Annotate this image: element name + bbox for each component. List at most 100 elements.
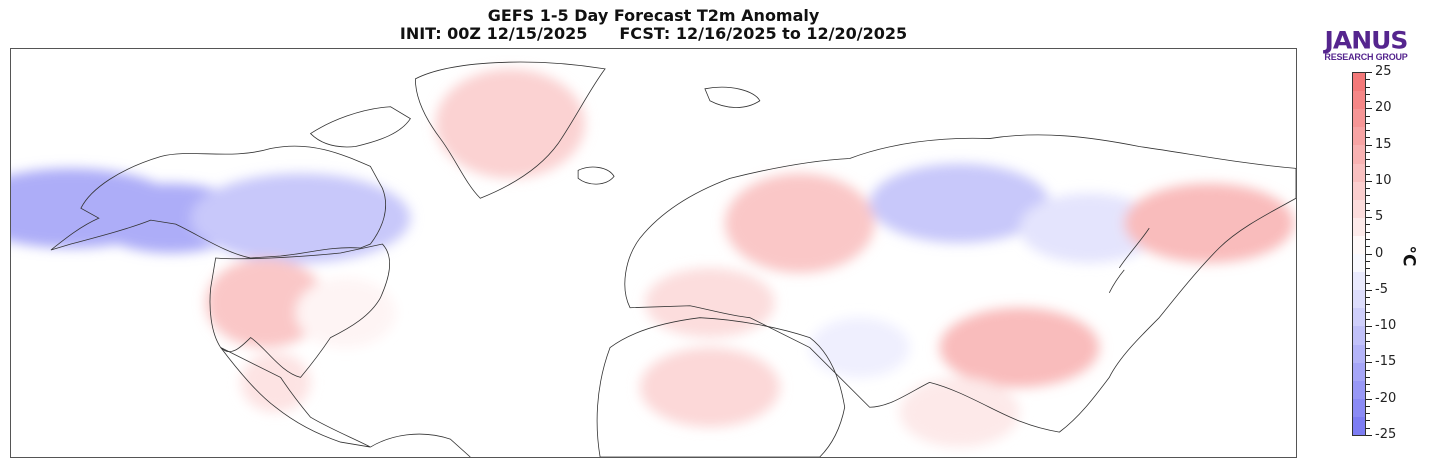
colorbar-minor-tick: [1366, 369, 1370, 371]
janus-logo: JANUS RESEARCH GROUP: [1316, 29, 1416, 62]
colorbar-major-tick: [1366, 144, 1372, 146]
coastline-south-america: [370, 433, 471, 457]
coastline-africa: [596, 317, 846, 457]
colorbar-minor-tick: [1366, 376, 1370, 378]
colorbar-major-tick: [1366, 362, 1372, 364]
colorbar-minor-tick: [1366, 413, 1370, 415]
colorbar-segment: [1353, 416, 1365, 436]
colorbar-major-tick: [1366, 253, 1372, 255]
colorbar-unit-label: °C: [1398, 245, 1419, 267]
init-time: INIT: 00Z 12/15/2025: [399, 24, 588, 43]
colorbar-minor-tick: [1366, 159, 1370, 161]
colorbar-minor-tick: [1366, 79, 1370, 81]
colorbar-minor-tick: [1366, 355, 1370, 357]
anomaly-region-europe: [645, 267, 775, 338]
coastline-arctic-islands: [309, 106, 411, 148]
anomaly-region-eastern-siberia: [1124, 183, 1295, 263]
colorbar-minor-tick: [1366, 405, 1370, 407]
colorbar-minor-tick: [1366, 420, 1370, 422]
colorbar-tick-label: -5: [1375, 281, 1388, 297]
colorbar-minor-tick: [1366, 151, 1370, 153]
chart-subtitle: INIT: 00Z 12/15/2025 FCST: 12/16/2025 to …: [0, 25, 1307, 43]
colorbar-minor-tick: [1366, 391, 1370, 393]
anomaly-region-scandinavia-western-russia: [724, 173, 875, 273]
colorbar-tick-label: 0: [1375, 245, 1384, 261]
colorbar-minor-tick: [1366, 122, 1370, 124]
colorbar-segment: [1353, 398, 1365, 418]
logo-wordmark: JANUS: [1324, 26, 1409, 55]
colorbar-segment: [1353, 380, 1365, 400]
colorbar-tick-label: -15: [1375, 354, 1397, 370]
coastline-conus: [209, 243, 390, 378]
colorbar-minor-tick: [1366, 93, 1370, 95]
colorbar-minor-tick: [1366, 195, 1370, 197]
coastline-svalbard: [704, 86, 761, 108]
colorbar-tick-label: 5: [1375, 209, 1384, 225]
anomaly-region-western-siberia: [869, 163, 1050, 244]
colorbar-minor-tick: [1366, 137, 1370, 139]
colorbar-minor-tick: [1366, 188, 1370, 190]
coastline-north-america: [50, 145, 387, 259]
colorbar-segment: [1353, 127, 1365, 146]
colorbar-minor-tick: [1366, 318, 1370, 320]
coastline-japan: [1108, 227, 1150, 293]
colorbar-segment: [1353, 308, 1365, 327]
colorbar-minor-tick: [1366, 427, 1370, 429]
colorbar-segment: [1353, 326, 1365, 345]
coastline-mexico-central-america: [220, 347, 371, 448]
colorbar-minor-tick: [1366, 209, 1370, 211]
colorbar-segment: [1353, 199, 1365, 219]
anomaly-region-western-us: [205, 257, 326, 348]
logo-subtitle: RESEARCH GROUP: [1324, 52, 1408, 62]
forecast-period: FCST: 12/16/2025 to 12/20/2025: [619, 24, 908, 43]
colorbar-minor-tick: [1366, 231, 1370, 233]
colorbar-major-tick: [1366, 289, 1372, 291]
anomaly-region-central-canada: [190, 173, 411, 263]
colorbar-minor-tick: [1366, 101, 1370, 103]
map-canvas: [11, 61, 1296, 457]
colorbar-minor-tick: [1366, 340, 1370, 342]
colorbar-segment: [1353, 344, 1365, 364]
colorbar-segment: [1353, 91, 1365, 110]
colorbar-major-tick: [1366, 217, 1372, 219]
colorbar-minor-tick: [1366, 115, 1370, 117]
colorbar-minor-tick: [1366, 333, 1370, 335]
anomaly-region-greenland: [435, 68, 586, 179]
colorbar-minor-tick: [1366, 238, 1370, 240]
coastline-iceland: [577, 166, 615, 185]
colorbar-minor-tick: [1366, 86, 1370, 88]
colorbar-segment: [1353, 217, 1365, 237]
colorbar-minor-tick: [1366, 311, 1370, 313]
colorbar-major-tick: [1366, 108, 1372, 110]
colorbar-major-tick: [1366, 326, 1372, 328]
colorbar-minor-tick: [1366, 275, 1370, 277]
colorbar-major-tick: [1366, 435, 1372, 436]
chart-title: GEFS 1-5 Day Forecast T2m Anomaly: [487, 6, 820, 25]
colorbar-tick-label: 20: [1375, 100, 1392, 116]
colorbar-segment: [1353, 272, 1365, 291]
colorbar-tick-label: -25: [1375, 427, 1397, 442]
colorbar-major-tick: [1366, 72, 1372, 73]
colorbar-ticks: 25 20 15 10 5 0 -5 -10 -15 -20 -25: [1366, 65, 1406, 441]
colorbar: [1352, 72, 1366, 436]
colorbar-minor-tick: [1366, 347, 1370, 349]
colorbar-minor-tick: [1366, 282, 1370, 284]
anomaly-region-eastern-us: [295, 277, 396, 348]
coastline-eurasia: [624, 134, 1296, 433]
colorbar-minor-tick: [1366, 246, 1370, 248]
colorbar-minor-tick: [1366, 268, 1370, 270]
coastline-greenland: [414, 61, 606, 199]
colorbar-minor-tick: [1366, 260, 1370, 262]
colorbar-minor-tick: [1366, 202, 1370, 204]
colorbar-minor-tick: [1366, 224, 1370, 226]
colorbar-minor-tick: [1366, 304, 1370, 306]
anomaly-region-central-siberia: [1019, 193, 1160, 263]
colorbar-minor-tick: [1366, 384, 1370, 386]
colorbar-segment: [1353, 235, 1365, 255]
colorbar-tick-label: 15: [1375, 136, 1392, 152]
colorbar-segment: [1353, 163, 1365, 183]
anomaly-map: [10, 48, 1297, 458]
colorbar-tick-label: 25: [1375, 64, 1392, 79]
colorbar-minor-tick: [1366, 297, 1370, 299]
colorbar-minor-tick: [1366, 166, 1370, 168]
